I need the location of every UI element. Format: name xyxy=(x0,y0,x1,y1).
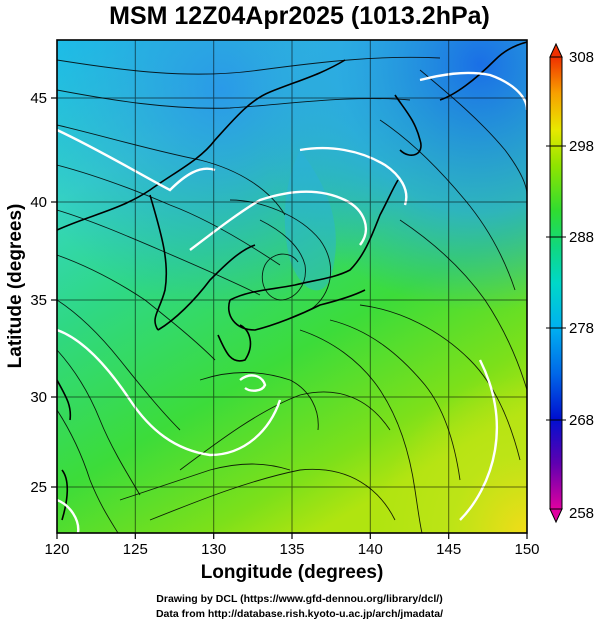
colorbar-scale xyxy=(549,56,563,510)
colorbar-tick-label: 278 xyxy=(569,320,594,337)
colorbar-max-arrow xyxy=(549,42,563,58)
map-grid xyxy=(57,40,527,533)
colorbar: 308 298 288 278 268 258 xyxy=(546,42,594,524)
lon-tick-label: 120 xyxy=(44,541,69,558)
y-axis-label: Latitude (degrees) xyxy=(5,204,26,369)
colorbar-tick-label: 308 xyxy=(569,49,594,66)
lat-tick-label: 25 xyxy=(30,479,47,496)
lon-tick-label: 150 xyxy=(514,541,539,558)
colorbar-tick-label: 288 xyxy=(569,229,594,246)
coastlines xyxy=(57,41,527,521)
x-axis-label: Longitude (degrees) xyxy=(201,562,384,583)
credit-line-data: Data from http://database.rish.kyoto-u.a… xyxy=(155,608,444,620)
lat-tick-label: 40 xyxy=(30,194,47,211)
colorbar-tick-label: 258 xyxy=(569,505,594,522)
lat-tick-label: 30 xyxy=(30,389,47,406)
map-title: MSM 12Z04Apr2025 (1013.2hPa) xyxy=(109,2,490,30)
lat-tick-label: 35 xyxy=(30,292,47,309)
lon-tick-label: 135 xyxy=(279,541,304,558)
lat-tick-label: 45 xyxy=(30,90,47,107)
credit-text: Drawing by DCL (https://www.gfd-dennou.o… xyxy=(0,592,599,622)
colorbar-min-arrow xyxy=(549,508,563,524)
lon-tick-label: 145 xyxy=(436,541,461,558)
colorbar-tick-label: 268 xyxy=(569,412,594,429)
lon-tick-label: 130 xyxy=(201,541,226,558)
lon-tick-label: 125 xyxy=(123,541,148,558)
axis-tick-marks xyxy=(51,97,528,539)
credit-line-drawing: Drawing by DCL (https://www.gfd-dennou.o… xyxy=(156,593,443,605)
lon-tick-label: 140 xyxy=(358,541,383,558)
colorbar-tick-label: 298 xyxy=(569,138,594,155)
temperature-contours xyxy=(57,71,527,533)
